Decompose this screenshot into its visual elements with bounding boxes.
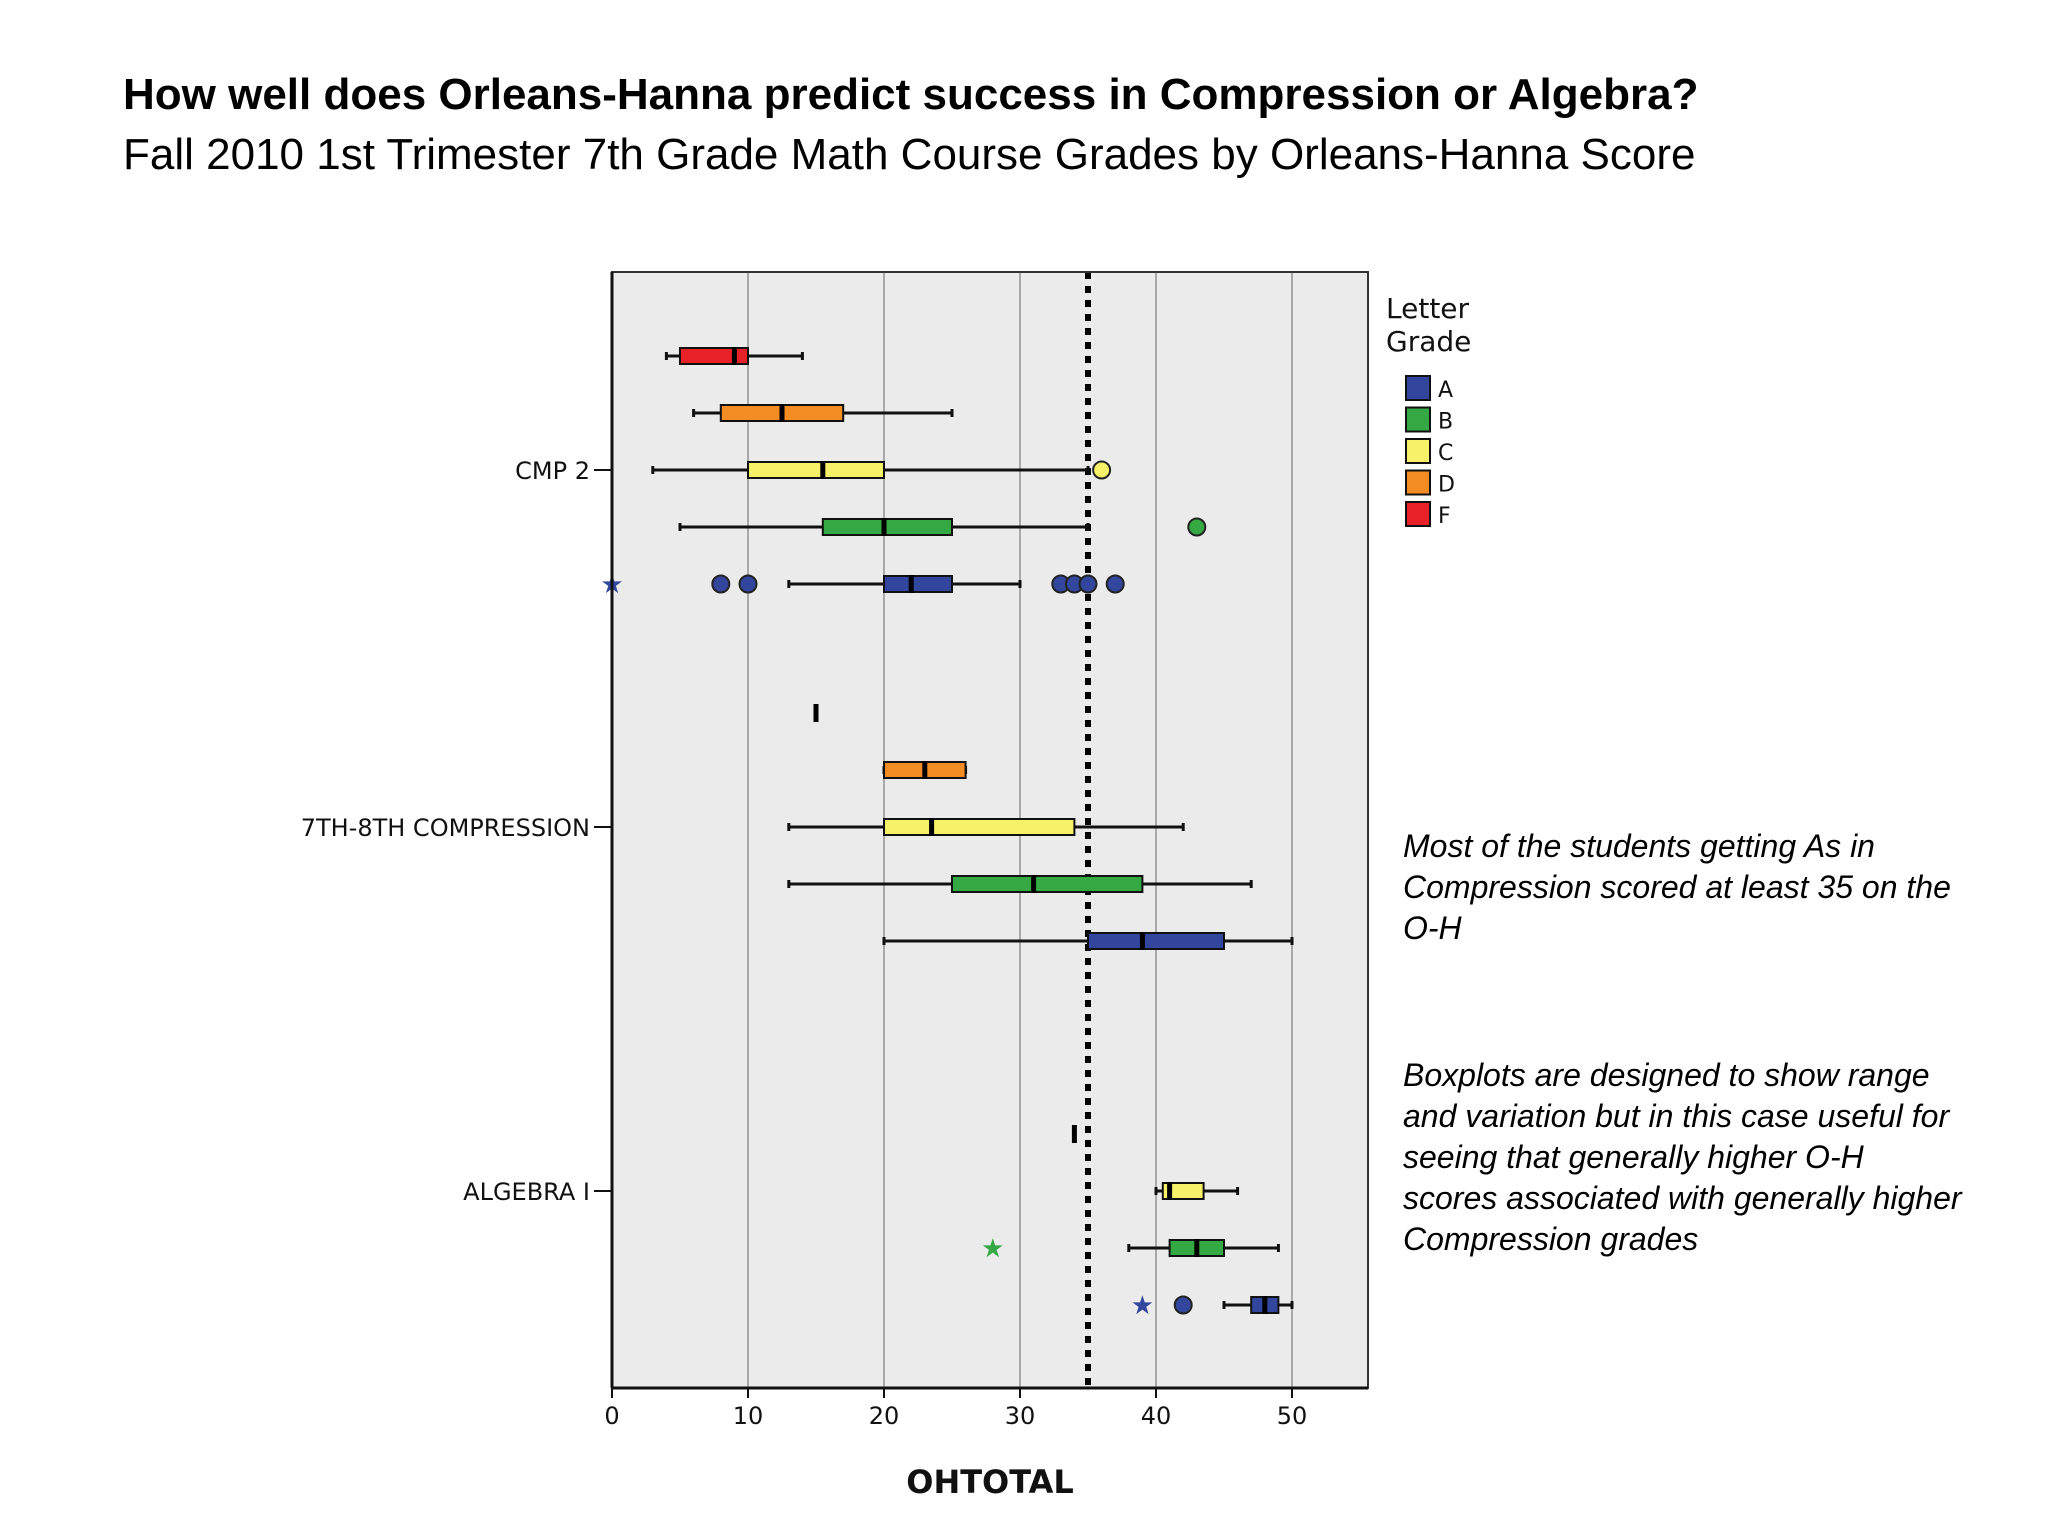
legend-swatch-D [1405, 469, 1431, 496]
page-title: How well does Orleans-Hanna predict succ… [123, 70, 1699, 119]
x-tick-label: 0 [604, 1402, 619, 1430]
legend-label-D: D [1438, 473, 1455, 498]
annotation-note-boxplots: Boxplots are designed to show range and … [1403, 1057, 1962, 1257]
x-tick-label: 20 [869, 1402, 900, 1430]
y-category-label: CMP 2 [515, 457, 590, 485]
x-axis-label: OHTOTAL [906, 1463, 1074, 1501]
legend-title: Grade [1386, 325, 1471, 358]
outlier-point [738, 574, 758, 594]
x-tick-label: 40 [1141, 1402, 1172, 1430]
page-subtitle: Fall 2010 1st Trimester 7th Grade Math C… [123, 130, 1696, 179]
y-category-label: 7TH-8TH COMPRESSION [301, 814, 590, 842]
box-A [883, 575, 953, 593]
outlier-point [711, 574, 731, 594]
x-tick-label: 50 [1277, 1402, 1308, 1430]
box-B [821, 518, 953, 536]
outlier-point [1105, 574, 1125, 594]
legend-label-B: B [1438, 410, 1453, 435]
y-category-label: ALGEBRA I [463, 1178, 590, 1206]
outlier-point [1187, 517, 1207, 537]
box-C [747, 461, 885, 479]
legend-label-C: C [1438, 441, 1453, 466]
legend-label-A: A [1438, 378, 1453, 403]
legend-swatch-A [1405, 375, 1431, 401]
box-C [883, 818, 1076, 836]
box-B [951, 875, 1144, 893]
legend-label-F: F [1438, 504, 1451, 529]
outlier-point [1092, 460, 1112, 480]
annotation-note-compression-as: Most of the students getting As in Compr… [1403, 828, 1951, 946]
extreme-star: ★ [981, 1234, 1004, 1264]
legend-title: Letter [1386, 292, 1470, 325]
legend-swatch-F [1405, 501, 1431, 527]
legend-swatch-C [1405, 438, 1431, 464]
box-F [679, 347, 749, 365]
outlier-point [1173, 1295, 1193, 1315]
extreme-star: ★ [1131, 1291, 1154, 1321]
box-C [1161, 1182, 1205, 1200]
box-A [1087, 932, 1225, 950]
x-tick-label: 30 [1005, 1402, 1036, 1430]
legend-swatch-B [1405, 406, 1431, 433]
x-tick-label: 10 [733, 1402, 764, 1430]
outlier-point [1078, 574, 1098, 594]
